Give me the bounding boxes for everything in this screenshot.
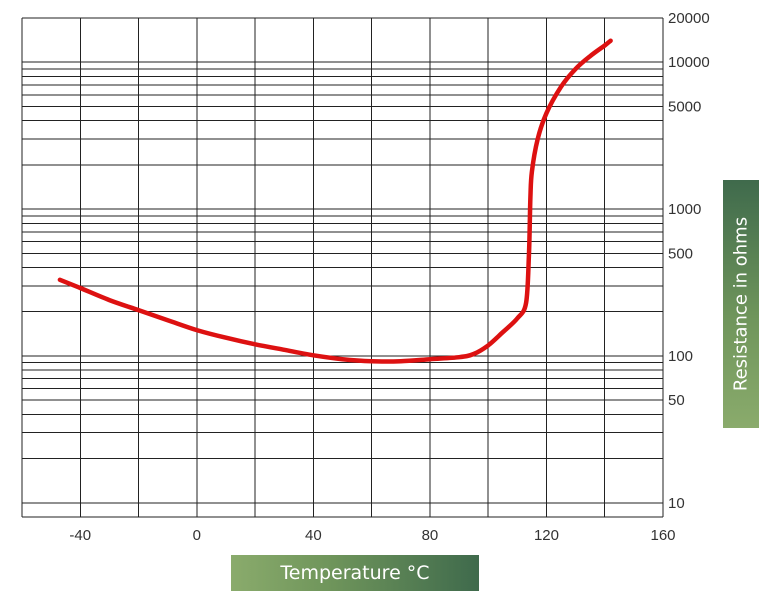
y-tick-label: 10 — [668, 495, 685, 512]
y-tick-label: 5000 — [668, 98, 701, 115]
x-tick-label: -40 — [69, 527, 91, 544]
x-tick-label: 80 — [422, 527, 439, 544]
y-axis-ticks: 10 50 100 500 1000 5000 10000 20000 — [668, 10, 710, 512]
x-axis-label-text: Temperature °C — [280, 562, 430, 584]
x-axis-ticks: -40 0 40 80 120 160 — [69, 527, 675, 544]
x-tick-label: 40 — [305, 527, 322, 544]
y-tick-label: 10000 — [668, 54, 710, 71]
x-tick-label: 160 — [650, 527, 675, 544]
y-tick-label: 500 — [668, 245, 693, 262]
y-tick-label: 20000 — [668, 10, 710, 27]
y-tick-label: 1000 — [668, 201, 701, 218]
x-tick-label: 0 — [193, 527, 201, 544]
x-tick-label: 120 — [534, 527, 559, 544]
x-axis-label: Temperature °C — [231, 555, 479, 591]
y-tick-label: 50 — [668, 392, 685, 409]
chart-grid — [21, 17, 664, 518]
y-axis-label-text: Resistance in ohms — [730, 216, 752, 392]
y-tick-label: 100 — [668, 348, 693, 365]
y-axis-label: Resistance in ohms — [723, 180, 759, 428]
resistance-curve — [57, 38, 613, 364]
